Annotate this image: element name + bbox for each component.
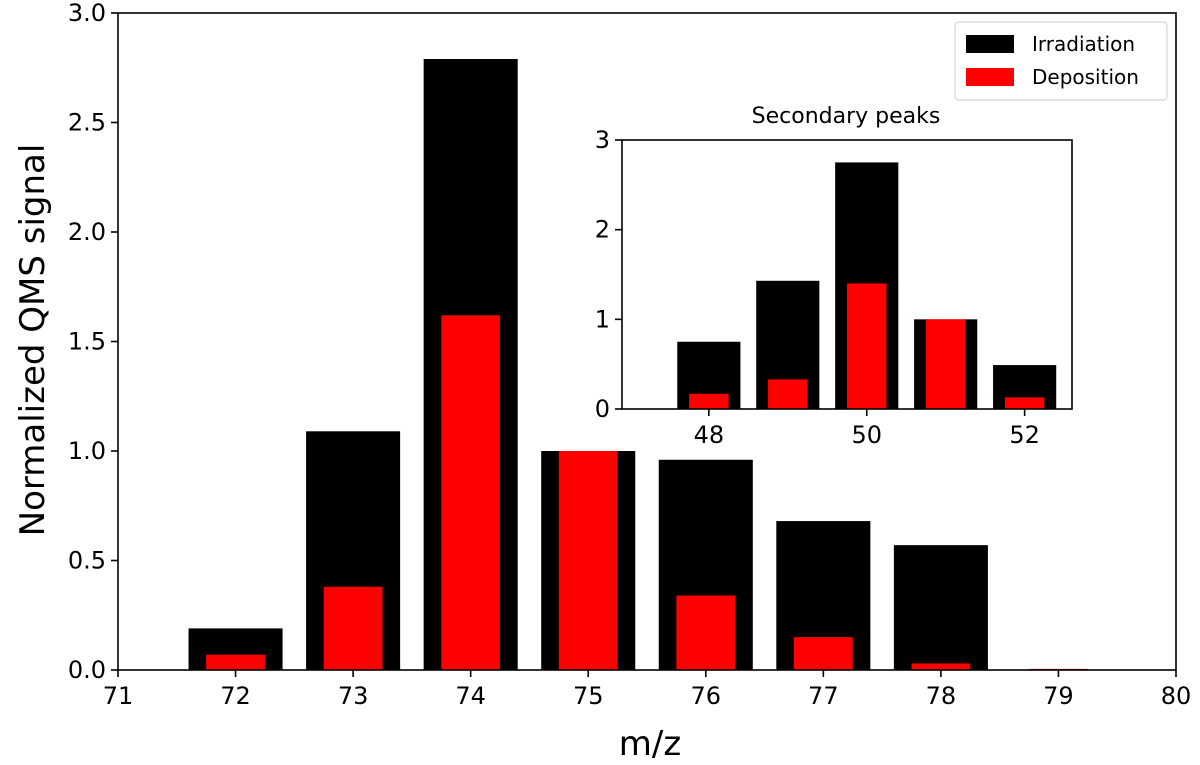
main-bar-deposition-76 [676, 595, 736, 670]
main-bar-deposition-72 [206, 654, 265, 670]
main-y-tick-label-3.0: 3.0 [68, 0, 106, 27]
legend-swatch-irradiation [966, 35, 1014, 53]
inset-plot-frame [621, 139, 1073, 410]
main-x-tick-label-76: 76 [691, 682, 722, 710]
main-bars [188, 58, 1088, 671]
main-x-tick-label-79: 79 [1043, 682, 1074, 710]
main-y-tick-label-0.5: 0.5 [68, 547, 106, 575]
main-x-tick-label-71: 71 [103, 682, 134, 710]
main-y-tick-label-1.0: 1.0 [68, 437, 106, 465]
inset-axes: 48 50 52 0 1 2 3 [595, 126, 1073, 449]
main-bar-deposition-73 [323, 586, 383, 670]
y-axis-title: Normalized QMS signal [13, 144, 53, 537]
legend: Irradiation Deposition [954, 21, 1168, 101]
main-axes: 71 72 73 74 75 76 77 78 79 80 0.0 0.5 1.0 1.5 2.0 2.5 3.… [68, 0, 1191, 710]
main-x-tick-label-77: 77 [808, 682, 839, 710]
main-x-tick-label-75: 75 [573, 682, 604, 710]
main-bar-deposition-78 [911, 663, 971, 670]
main-y-tick-label-0.0: 0.0 [68, 656, 106, 684]
main-bar-deposition-75 [558, 451, 618, 670]
inset-y-tick-label-1: 1 [595, 305, 610, 333]
main-x-tick-label-72: 72 [220, 682, 251, 710]
inset-x-tick-label-50: 50 [851, 421, 882, 449]
inset-bars [677, 162, 1057, 409]
legend-label-irradiation: Irradiation [1032, 32, 1135, 56]
main-x-tick-label-78: 78 [926, 682, 957, 710]
inset-bar-deposition-49 [768, 379, 808, 409]
inset-bar-deposition-50 [847, 283, 887, 409]
inset-y-tick-label-2: 2 [595, 216, 610, 244]
main-y-tick-label-1.5: 1.5 [68, 328, 106, 356]
main-bar-deposition-77 [793, 637, 853, 670]
inset-title: Secondary peaks [752, 104, 941, 129]
main-y-tick-label-2.5: 2.5 [68, 109, 106, 137]
legend-label-deposition: Deposition [1032, 65, 1139, 89]
main-x-tick-label-73: 73 [338, 682, 369, 710]
inset-x-tick-label-52: 52 [1009, 421, 1040, 449]
main-bar-deposition-74 [441, 315, 501, 670]
main-x-tick-label-74: 74 [455, 682, 486, 710]
inset-bar-deposition-48 [689, 393, 729, 409]
x-axis-title: m/z [619, 724, 681, 764]
inset-bar-deposition-52 [1004, 397, 1045, 409]
inset-bar-deposition-51 [925, 319, 966, 409]
inset-y-tick-label-0: 0 [595, 395, 610, 423]
inset-x-tick-label-48: 48 [694, 421, 725, 449]
legend-swatch-deposition [966, 68, 1014, 86]
inset-y-tick-label-3: 3 [595, 126, 610, 154]
main-bar-irradiation-78 [893, 545, 988, 670]
main-x-tick-label-80: 80 [1161, 682, 1192, 710]
main-y-tick-label-2.0: 2.0 [68, 218, 106, 246]
